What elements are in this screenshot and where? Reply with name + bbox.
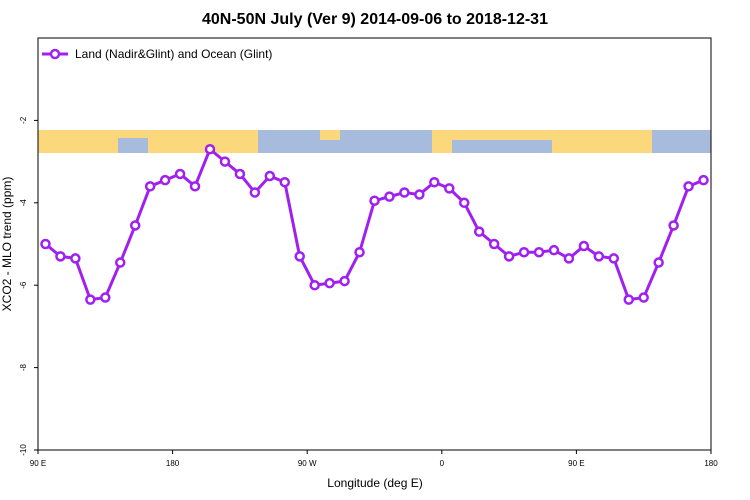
point bbox=[204, 143, 216, 155]
x-tick-label: 90 E bbox=[568, 459, 584, 468]
point bbox=[264, 170, 276, 182]
point bbox=[414, 189, 425, 200]
point bbox=[473, 226, 485, 237]
point bbox=[503, 251, 515, 262]
x-tick-label: 0 bbox=[440, 459, 445, 468]
legend-marker bbox=[49, 48, 61, 60]
point bbox=[279, 176, 291, 188]
point bbox=[638, 292, 649, 303]
point bbox=[234, 168, 246, 180]
point bbox=[533, 246, 545, 258]
y-tick-label: -2 bbox=[19, 116, 28, 124]
point bbox=[698, 174, 709, 186]
point bbox=[608, 253, 620, 264]
y-tick-label: -4 bbox=[19, 199, 28, 207]
y-axis-label: XCO2 - MLO trend (ppm) bbox=[0, 177, 14, 312]
point bbox=[593, 251, 605, 262]
y-tick-label: -6 bbox=[19, 281, 28, 289]
point bbox=[399, 187, 410, 198]
chart-title: 40N-50N July (Ver 9) 2014-09-06 to 2018-… bbox=[202, 11, 548, 28]
point bbox=[219, 156, 231, 167]
point bbox=[309, 279, 320, 291]
legend-label: Land (Nadir&Glint) and Ocean (Glint) bbox=[75, 47, 272, 61]
point bbox=[429, 176, 440, 188]
point bbox=[40, 238, 51, 250]
point bbox=[354, 246, 365, 258]
point bbox=[144, 181, 156, 192]
point bbox=[249, 187, 261, 198]
point bbox=[623, 294, 634, 305]
point bbox=[458, 197, 470, 209]
point bbox=[189, 181, 201, 192]
point bbox=[488, 238, 500, 250]
map-band bbox=[38, 130, 711, 153]
x-axis-label: Longitude (deg E) bbox=[327, 476, 422, 490]
point bbox=[653, 257, 664, 268]
x-tick-label: 180 bbox=[166, 459, 180, 468]
point bbox=[129, 220, 141, 231]
series-line bbox=[44, 146, 705, 302]
x-tick-label: 90 W bbox=[298, 459, 317, 468]
y-tick-label: -8 bbox=[19, 363, 28, 371]
point bbox=[384, 191, 395, 202]
plot-frame bbox=[37, 37, 712, 451]
point bbox=[668, 220, 679, 231]
point bbox=[578, 240, 590, 252]
point bbox=[339, 275, 350, 287]
x-tick-label: 90 E bbox=[30, 459, 46, 468]
point bbox=[115, 257, 126, 268]
point bbox=[55, 251, 66, 262]
point bbox=[70, 253, 81, 264]
point bbox=[100, 292, 111, 303]
y-tick-label: -10 bbox=[19, 444, 28, 456]
point bbox=[444, 183, 455, 194]
point bbox=[518, 246, 530, 258]
point bbox=[683, 181, 694, 192]
point bbox=[174, 168, 186, 180]
point bbox=[563, 253, 575, 264]
point bbox=[85, 294, 96, 305]
point bbox=[324, 277, 335, 289]
point bbox=[159, 174, 171, 186]
point bbox=[369, 195, 380, 206]
point bbox=[294, 251, 305, 262]
x-tick-label: 180 bbox=[704, 459, 718, 468]
point bbox=[548, 244, 560, 256]
